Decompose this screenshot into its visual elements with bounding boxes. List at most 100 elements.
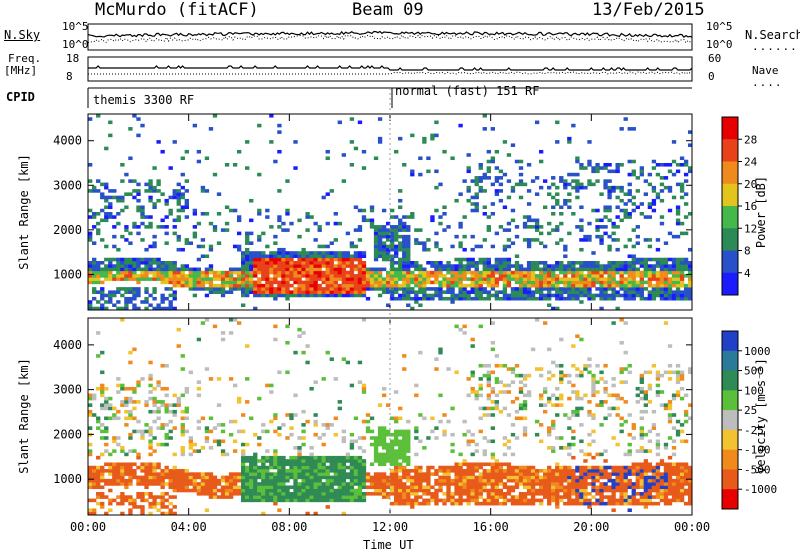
heatmap-cell — [518, 495, 524, 499]
heatmap-cell — [180, 485, 185, 490]
heatmap-cell — [655, 377, 661, 381]
heatmap-cell — [277, 290, 282, 294]
heatmap-cell — [148, 452, 153, 457]
heatmap-cell — [635, 225, 640, 229]
heatmap-cell — [241, 469, 246, 473]
heatmap-cell — [543, 283, 548, 288]
heatmap-cell — [305, 280, 310, 285]
heatmap-cell — [204, 254, 210, 259]
heatmap-cell — [591, 469, 596, 473]
heatmap-cell — [651, 270, 657, 275]
heatmap-cell — [575, 413, 580, 417]
heatmap-cell — [349, 472, 355, 476]
heatmap-cell — [353, 293, 359, 298]
heatmap-cell — [438, 488, 443, 493]
heatmap-cell — [289, 485, 294, 490]
heatmap-cell — [249, 462, 254, 467]
heatmap-cell — [575, 482, 580, 486]
heatmap-cell — [498, 176, 504, 180]
heatmap-cell — [651, 189, 657, 193]
heatmap-cell — [579, 501, 584, 506]
heatmap-cell — [152, 409, 157, 414]
heatmap-cell — [116, 290, 121, 294]
heatmap-cell — [313, 380, 318, 384]
heatmap-cell — [285, 478, 290, 483]
heatmap-cell — [341, 257, 347, 262]
heatmap-cell — [522, 267, 528, 272]
heatmap-cell — [208, 488, 214, 493]
heatmap-cell — [567, 205, 572, 210]
heatmap-cell — [349, 469, 355, 473]
heatmap-cell — [261, 287, 266, 291]
heatmap-cell — [289, 472, 294, 476]
heatmap-cell — [124, 409, 129, 414]
heatmap-cell — [232, 318, 238, 322]
heatmap-cell — [607, 195, 612, 200]
heatmap-cell — [563, 270, 568, 275]
heatmap-cell — [269, 462, 274, 467]
heatmap-cell — [655, 475, 661, 480]
heatmap-cell — [486, 261, 491, 265]
heatmap-cell — [245, 283, 250, 288]
heatmap-cell — [611, 189, 616, 193]
heatmap-cell — [394, 287, 399, 291]
heatmap-cell — [522, 465, 528, 470]
heatmap-cell — [160, 482, 165, 486]
heatmap-cell — [494, 264, 500, 268]
heatmap-cell — [510, 380, 516, 384]
heatmap-cell — [635, 462, 640, 467]
heatmap-cell — [659, 390, 665, 394]
heatmap-cell — [490, 413, 495, 417]
heatmap-cell — [538, 280, 544, 285]
heatmap-cell — [466, 495, 471, 499]
heatmap-cell — [462, 270, 467, 275]
heatmap-cell — [470, 290, 475, 294]
heatmap-cell — [309, 459, 314, 463]
heatmap-cell — [518, 283, 524, 288]
heatmap-cell — [156, 416, 161, 421]
heatmap-cell — [518, 172, 524, 177]
heatmap-cell — [446, 296, 451, 301]
heatmap-cell — [478, 475, 483, 480]
heatmap-cell — [563, 465, 568, 470]
heatmap-cell — [555, 140, 560, 144]
heatmap-cell — [490, 465, 495, 470]
heatmap-cell — [313, 492, 318, 496]
heatmap-cell — [297, 446, 302, 450]
heatmap-cell — [514, 436, 520, 440]
heatmap-cell — [406, 472, 411, 476]
heatmap-cell — [526, 485, 532, 490]
heatmap-cell — [245, 140, 250, 144]
heatmap-cell — [450, 300, 455, 304]
heatmap-cell — [313, 257, 318, 262]
heatmap-cell — [285, 270, 290, 275]
heatmap-cell — [353, 283, 359, 288]
heatmap-cell — [365, 492, 371, 496]
heatmap-cell — [555, 198, 560, 203]
heatmap-cell — [494, 231, 500, 236]
heatmap-cell — [470, 234, 475, 239]
heatmap-cell — [116, 267, 121, 272]
heatmap-cell — [357, 264, 363, 268]
heatmap-cell — [92, 225, 97, 229]
heatmap-cell — [587, 432, 592, 437]
heatmap-cell — [418, 488, 423, 493]
heatmap-cell — [595, 472, 600, 476]
heatmap-cell — [603, 205, 608, 210]
heatmap-cell — [208, 221, 214, 226]
heatmap-cell — [434, 267, 439, 272]
heatmap-cell — [518, 179, 524, 183]
heatmap-cell — [112, 416, 117, 421]
heatmap-cell — [687, 403, 693, 407]
heatmap-cell — [176, 472, 181, 476]
heatmap-cell — [551, 267, 556, 272]
heatmap-cell — [245, 261, 250, 265]
heatmap-cell — [538, 403, 544, 407]
heatmap-cell — [132, 195, 137, 200]
heatmap-cell — [498, 472, 504, 476]
heatmap-cell — [667, 363, 673, 368]
heatmap-cell — [591, 478, 596, 483]
heatmap-cell — [538, 267, 544, 272]
heatmap-cell — [228, 472, 234, 476]
heatmap-cell — [156, 478, 161, 483]
